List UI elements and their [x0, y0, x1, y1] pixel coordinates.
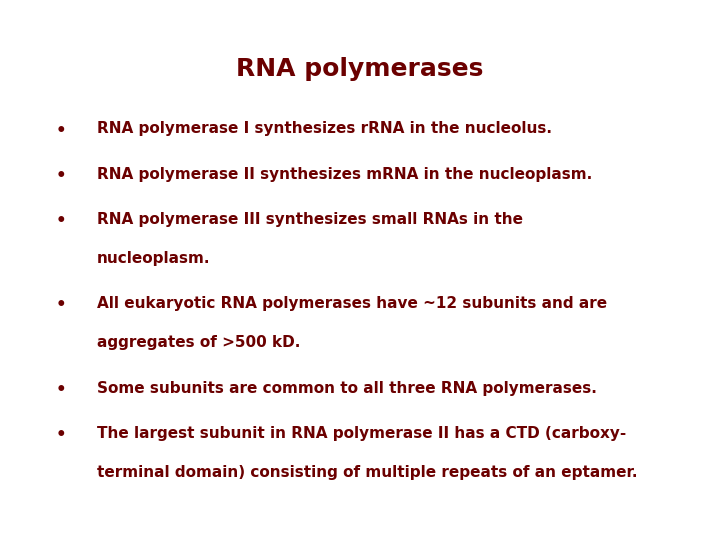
Text: terminal domain) consisting of multiple repeats of an eptamer.: terminal domain) consisting of multiple …	[97, 465, 638, 480]
Text: •: •	[56, 122, 66, 139]
Text: aggregates of >500 kD.: aggregates of >500 kD.	[97, 335, 300, 350]
Text: •: •	[56, 167, 66, 185]
Text: RNA polymerase III synthesizes small RNAs in the: RNA polymerase III synthesizes small RNA…	[97, 212, 523, 227]
Text: •: •	[56, 212, 66, 230]
Text: All eukaryotic RNA polymerases have ~12 subunits and are: All eukaryotic RNA polymerases have ~12 …	[97, 296, 608, 312]
Text: •: •	[56, 426, 66, 444]
Text: nucleoplasm.: nucleoplasm.	[97, 251, 211, 266]
Text: •: •	[56, 381, 66, 399]
Text: RNA polymerase II synthesizes mRNA in the nucleoplasm.: RNA polymerase II synthesizes mRNA in th…	[97, 167, 593, 182]
Text: •: •	[56, 296, 66, 314]
Text: Some subunits are common to all three RNA polymerases.: Some subunits are common to all three RN…	[97, 381, 597, 396]
Text: RNA polymerases: RNA polymerases	[236, 57, 484, 80]
Text: The largest subunit in RNA polymerase II has a CTD (carboxy-: The largest subunit in RNA polymerase II…	[97, 426, 626, 441]
Text: RNA polymerase I synthesizes rRNA in the nucleolus.: RNA polymerase I synthesizes rRNA in the…	[97, 122, 552, 137]
